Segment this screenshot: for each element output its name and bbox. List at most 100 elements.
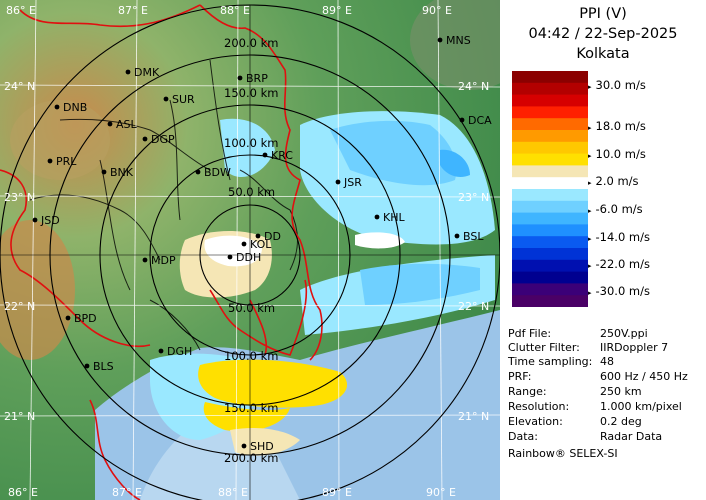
station-label: JSR (343, 176, 362, 189)
station-dot (374, 214, 380, 220)
scale-band (512, 212, 588, 225)
station-dot (227, 254, 233, 260)
range-label-50: 50.0 km (228, 185, 275, 199)
station-label: SHD (250, 440, 274, 453)
echo-yellow (198, 359, 348, 432)
graticule (0, 0, 500, 500)
footer-credit: Rainbow® SELEX-SI (508, 447, 618, 460)
station-label: KRC (271, 149, 293, 162)
station-dot (163, 96, 169, 102)
scale-band (512, 224, 588, 237)
station-dot (107, 121, 113, 127)
station-dot (65, 315, 71, 321)
scale-label: ▸ -14.0 m/s (588, 230, 650, 244)
lat-label: 23° N (458, 191, 489, 204)
scale-band (512, 82, 588, 96)
echo-lightblue (330, 120, 480, 305)
scale-label: ▸ 2.0 m/s (588, 174, 639, 188)
lat-label: 24° N (458, 80, 489, 93)
range-label-50-s: 50.0 km (228, 301, 275, 315)
station-dot (47, 158, 53, 164)
info-row: Clutter Filter: IIRDoppler 7 (508, 341, 669, 354)
echo-cyan (440, 149, 470, 177)
lon-label: 87° E (118, 4, 148, 17)
scale-label: ▸ 10.0 m/s (588, 147, 646, 161)
lon-label: 87° E (112, 486, 142, 499)
station-label: PRL (56, 155, 77, 168)
scale-band (512, 71, 588, 84)
station-label: KHL (383, 211, 405, 224)
scale-band (512, 189, 588, 202)
info-row: Data: Radar Data (508, 430, 663, 443)
scale-label: ▸ 30.0 m/s (588, 78, 646, 92)
station-dot (237, 75, 243, 81)
range-label-200: 200.0 km (224, 36, 278, 50)
station-dot (454, 233, 460, 239)
lon-label: 90° E (422, 4, 452, 17)
range-spokes (0, 5, 500, 500)
lat-label: 21° N (458, 410, 489, 423)
station-dot (101, 169, 107, 175)
station-markers: MNS DMK BRP DNB SUR DCA ASL DGP KRC PRL … (32, 34, 492, 453)
scale-band (512, 236, 588, 249)
station-dot (255, 233, 261, 239)
scale-band (512, 94, 588, 107)
lat-label: 21° N (4, 410, 35, 423)
lat-label: 22° N (458, 300, 489, 313)
station-label: BRP (246, 72, 268, 85)
station-label: DMK (134, 66, 160, 79)
info-row: Pdf File: 250V.ppi (508, 327, 648, 340)
echo-white (204, 232, 405, 267)
scale-band (512, 283, 588, 296)
lat-label: 22° N (4, 300, 35, 313)
datetime-label: 04:42 / 22-Sep-2025 (528, 26, 678, 42)
info-row: Time sampling: 48 (508, 355, 614, 368)
station-label: DNB (63, 101, 87, 114)
relief-patch (410, 0, 500, 90)
lat-label: 23° N (4, 191, 35, 204)
lon-label: 89° E (322, 4, 352, 17)
station-dot (158, 348, 164, 354)
station-dot (241, 241, 247, 247)
station-label: DGP (151, 133, 175, 146)
product-title: PPI (V) (579, 6, 627, 22)
station-dot (335, 179, 341, 185)
station-dot (32, 217, 38, 223)
station-dot (195, 169, 201, 175)
station-label: SUR (172, 93, 195, 106)
info-row: Range: 250 km (508, 385, 642, 398)
station-label: BPD (74, 312, 97, 325)
station-label: JSD (40, 214, 60, 227)
relief-patch (10, 100, 110, 180)
scale-band (512, 295, 588, 307)
station-label: BDW (204, 166, 231, 179)
lon-label: 88° E (220, 4, 250, 17)
station-label: BLS (93, 360, 114, 373)
station-dot (142, 257, 148, 263)
station-dot (262, 152, 268, 158)
range-label-100-s: 100.0 km (224, 349, 278, 363)
station-dot (241, 443, 247, 449)
scale-label: ▸ 18.0 m/s (588, 119, 646, 133)
info-row: PRF: 600 Hz / 450 Hz (508, 370, 688, 383)
lat-label: 24° N (4, 80, 35, 93)
station-dot (437, 37, 443, 43)
scale-label: ▸ -22.0 m/s (588, 257, 650, 271)
station-label: MDP (151, 254, 176, 267)
scale-band (512, 153, 588, 166)
station-label: BNK (110, 166, 134, 179)
lon-label: 86° E (6, 4, 36, 17)
station-label: MNS (446, 34, 471, 47)
scale-band (512, 118, 588, 131)
scale-band (512, 200, 588, 214)
lon-label: 88° E (218, 486, 248, 499)
info-row: Resolution: 1.000 km/pixel (508, 400, 682, 413)
scale-band (512, 259, 588, 273)
range-label-100: 100.0 km (224, 136, 278, 150)
station-label: DD (264, 230, 281, 243)
lon-label: 89° E (322, 486, 352, 499)
scale-band (512, 248, 588, 261)
range-label-150: 150.0 km (224, 86, 278, 100)
scale-label: ▸ -30.0 m/s (588, 284, 650, 298)
scale-band (512, 165, 588, 178)
